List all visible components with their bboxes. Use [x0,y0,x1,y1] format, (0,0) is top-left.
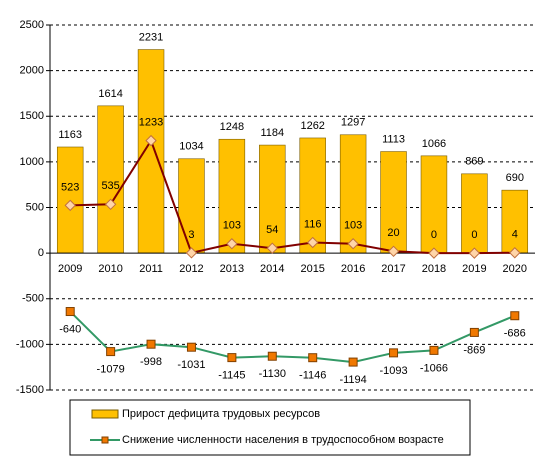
marker [146,339,156,349]
marker [307,236,319,249]
bar-label: 1297 [341,117,365,129]
marker [468,247,481,259]
marker [469,327,479,337]
x-tick-label: 2012 [179,263,203,275]
x-tick-label: 2009 [58,263,82,275]
bar [218,138,246,254]
x-tick-label: 2016 [341,263,365,275]
bar [97,105,124,254]
bar [501,189,529,254]
x-tick-label: 2015 [300,263,324,275]
marker [510,311,520,321]
point-label: -998 [140,356,162,368]
legend-box [69,399,471,456]
bar-label: 690 [506,172,524,184]
point-label: 523 [61,181,79,193]
y-tick-label: -1500 [16,384,44,396]
x-tick-label: 2020 [503,263,527,275]
bar-label: 1066 [422,138,446,150]
x-tick-label: 2014 [260,263,284,275]
bar [259,144,286,254]
x-tick-label: 2010 [98,263,122,275]
point-label: -640 [59,323,81,335]
bar [137,49,165,254]
bar-label: 1113 [382,133,405,145]
bar-label: 1262 [300,120,324,132]
point-label: -1194 [339,374,366,386]
marker [227,353,237,363]
legend-swatch [101,436,109,444]
y-tick-label: 500 [26,201,44,213]
point-label: 103 [344,220,362,232]
legend-label: Прирост дефицита трудовых ресурсов [122,408,320,420]
point-label: -1066 [420,362,448,374]
marker [308,353,318,363]
marker [347,238,359,250]
marker [428,247,440,259]
y-tick-label: 0 [38,247,44,259]
bar [299,137,326,254]
bar-label: 1163 [58,129,82,141]
line [70,138,515,255]
marker [509,247,521,259]
legend-label: Снижение численности населения в трудосп… [122,434,444,446]
point-label: 535 [101,180,119,192]
point-label: 116 [304,218,322,230]
point-label: 4 [512,229,518,241]
y-tick-label: 2000 [20,65,44,77]
point-label: -1130 [259,368,286,380]
point-label: 0 [431,229,437,241]
point-label: -1145 [218,370,245,382]
marker [106,347,116,357]
bar-label: 1248 [220,121,244,133]
bar [339,134,367,254]
line [69,310,516,364]
marker [185,247,198,259]
bar-label: 1614 [98,88,122,100]
point-label: 0 [471,229,477,241]
marker [186,342,196,352]
x-tick-label: 2018 [422,263,446,275]
marker [389,348,399,358]
point-label: -1079 [97,363,125,375]
bar [461,173,488,254]
point-label: -686 [504,328,526,340]
point-label: 103 [223,220,241,232]
y-tick-label: -500 [22,293,44,305]
x-tick-label: 2013 [220,263,244,275]
point-label: 20 [387,227,399,239]
marker [429,345,439,355]
point-label: -1093 [379,365,407,377]
point-label: -1031 [177,359,205,371]
bar [178,158,205,254]
marker [65,307,75,317]
y-tick-label: 2500 [20,19,44,31]
bar-label: 1034 [179,141,203,153]
point-label: 54 [266,224,278,236]
bar-label: 869 [465,156,483,168]
point-label: -1146 [299,370,326,382]
y-tick-label: 1000 [20,156,44,168]
marker [267,351,277,361]
bar-label: 1184 [260,127,284,139]
marker [64,199,76,212]
marker [104,198,117,211]
bar-label: 2231 [139,31,163,43]
x-tick-label: 2019 [462,263,486,275]
legend-swatch [91,409,119,419]
marker [226,238,238,250]
y-tick-label: -1000 [16,338,44,350]
x-tick-label: 2011 [139,263,163,275]
marker [145,134,157,147]
point-label: -869 [463,344,485,356]
x-tick-label: 2017 [381,263,405,275]
marker [266,242,278,254]
point-label: 1233 [139,117,163,129]
point-label: 3 [188,229,194,241]
y-tick-label: 1500 [20,110,44,122]
marker [348,357,358,367]
marker [387,245,400,258]
